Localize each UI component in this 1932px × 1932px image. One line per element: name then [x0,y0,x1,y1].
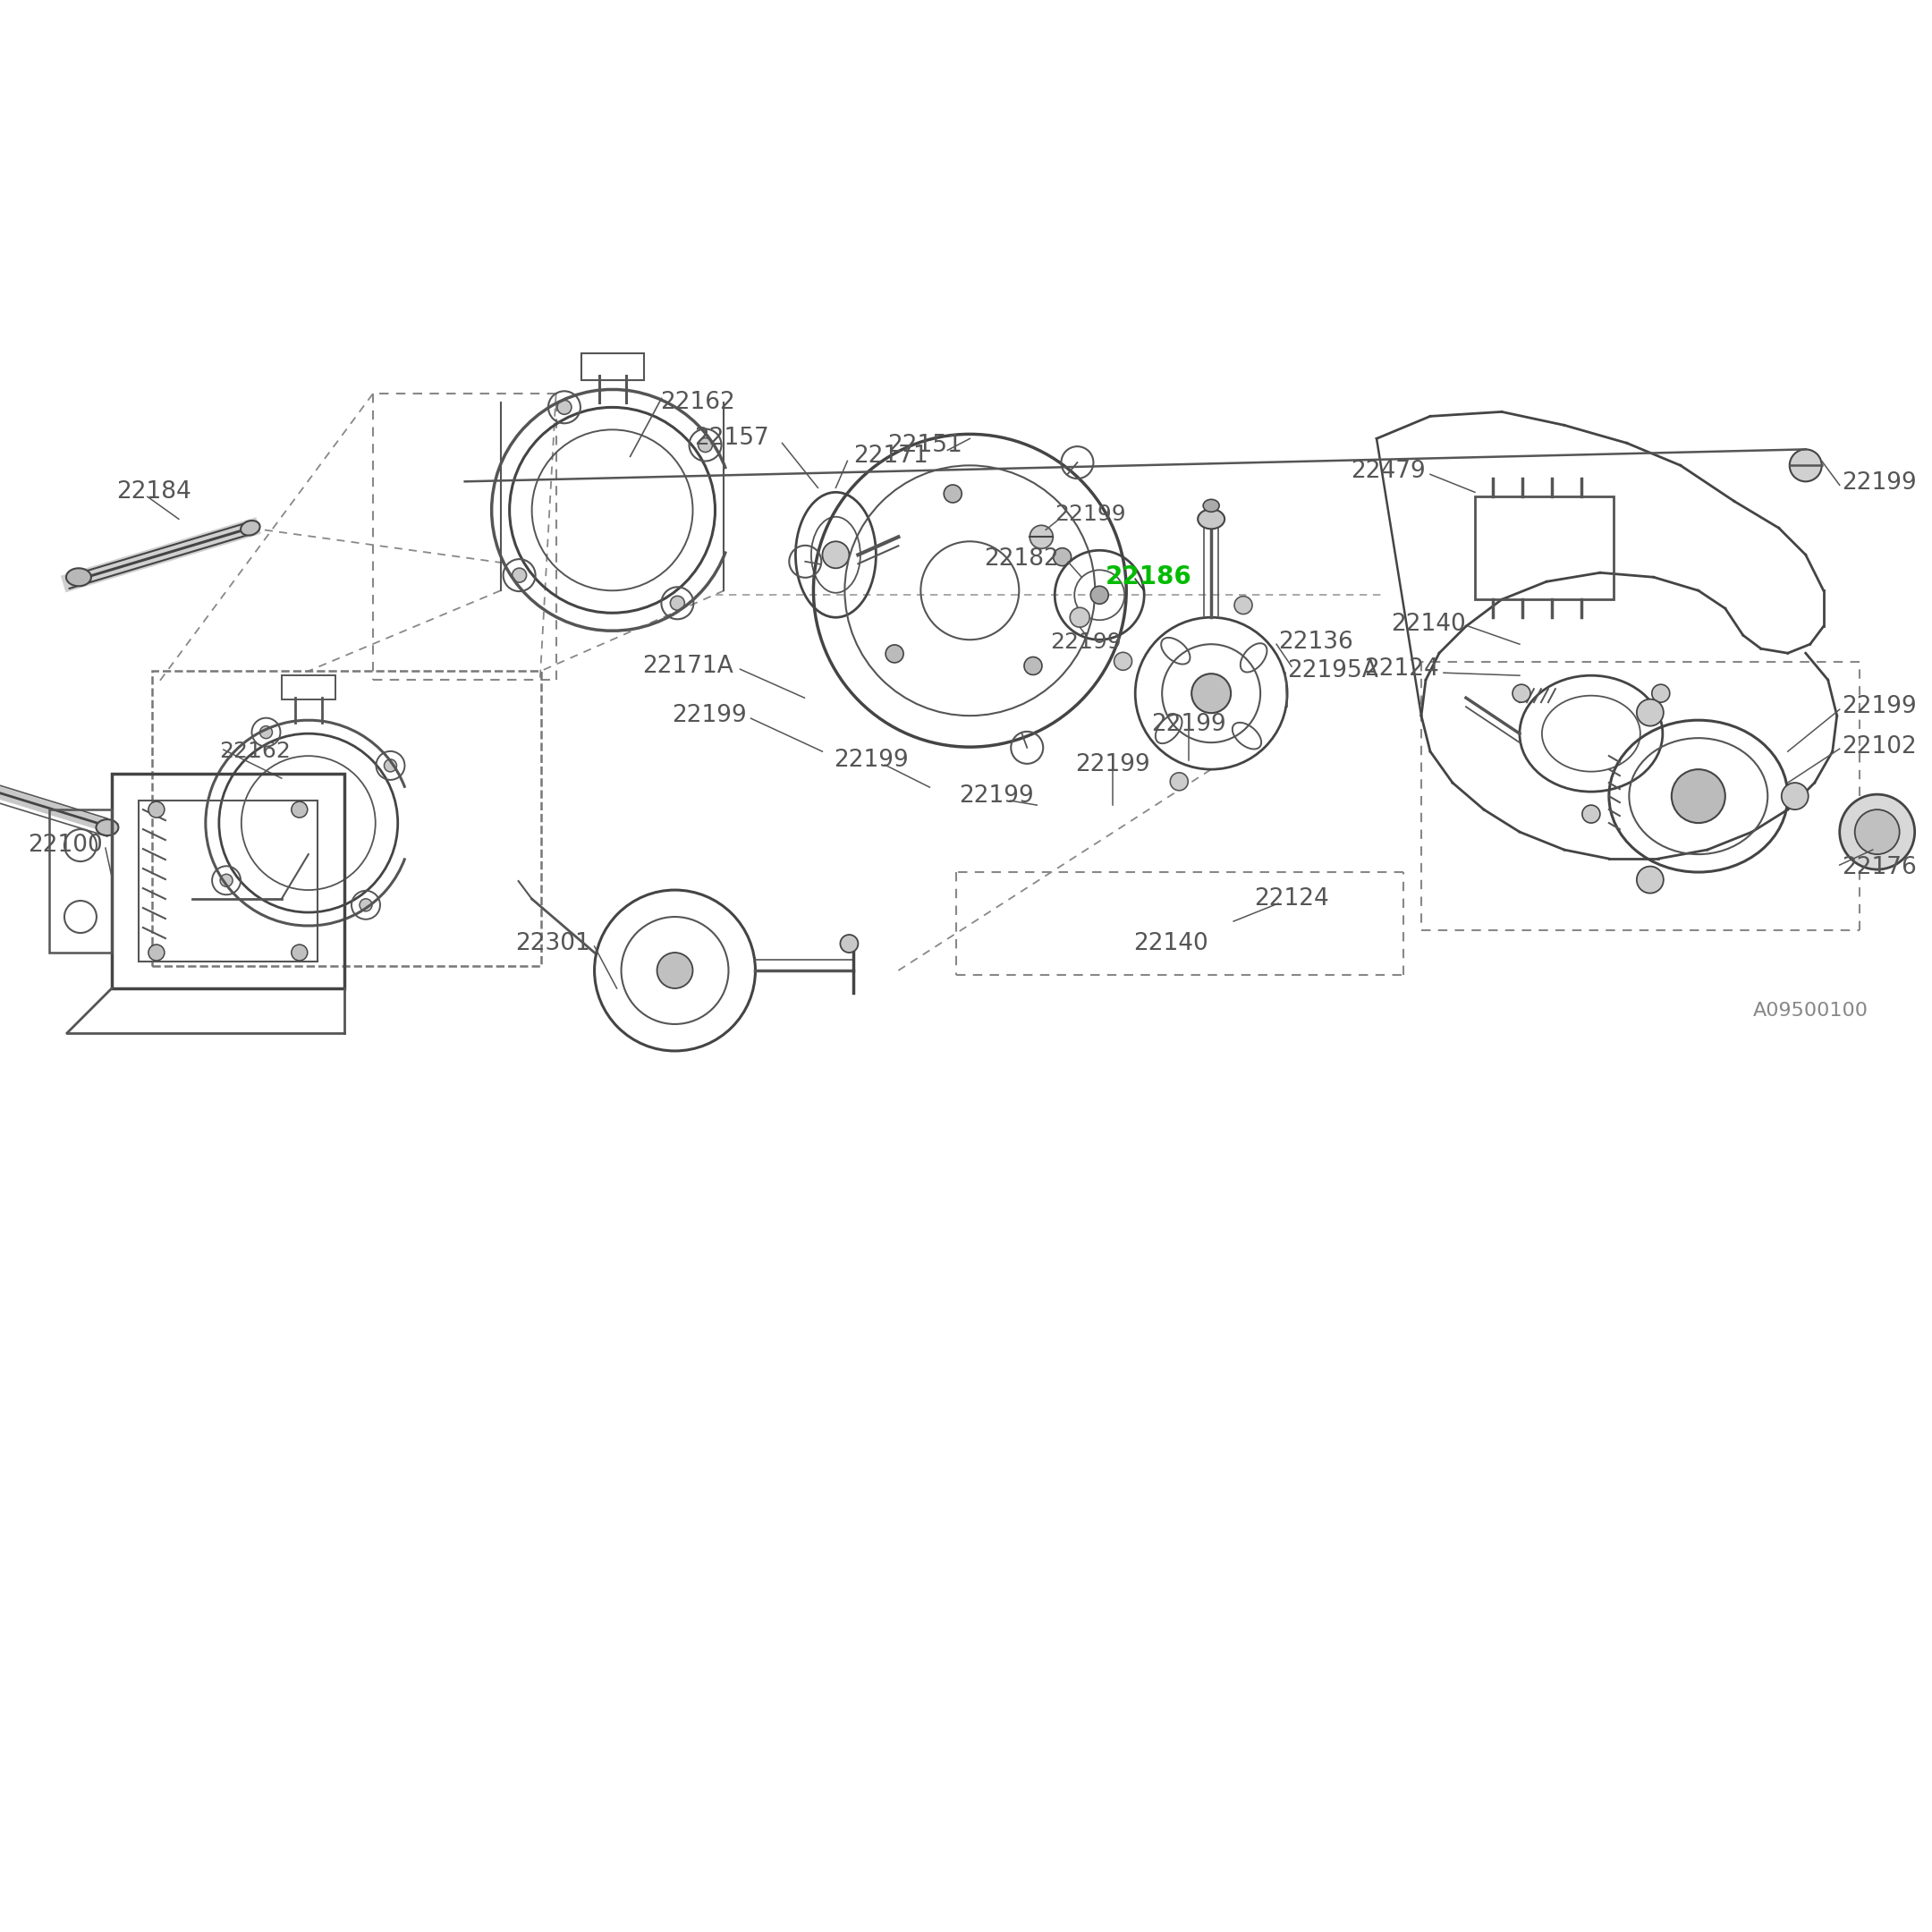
Circle shape [1636,699,1663,726]
Circle shape [359,898,373,912]
Text: 22199: 22199 [958,784,1034,808]
Text: 22102: 22102 [1841,736,1917,759]
Text: 22199: 22199 [672,703,746,726]
Text: 22182: 22182 [983,547,1059,572]
Circle shape [149,945,164,960]
Circle shape [1235,597,1252,614]
Circle shape [384,759,396,771]
Text: 22184: 22184 [116,481,191,504]
Circle shape [1636,866,1663,893]
Text: 22140: 22140 [1134,931,1208,954]
Bar [282,676,336,699]
Text: 22195A: 22195A [1287,659,1378,682]
Text: 22100: 22100 [27,835,102,858]
Text: 22199: 22199 [1076,753,1150,777]
Text: 22199: 22199 [835,750,908,773]
Ellipse shape [242,520,261,535]
Circle shape [149,802,164,817]
Circle shape [1513,684,1530,703]
Text: 22171: 22171 [854,444,929,468]
Text: 22162: 22162 [659,390,734,415]
Circle shape [885,645,904,663]
Circle shape [1839,794,1915,869]
Circle shape [945,485,962,502]
Bar [48,810,112,952]
Text: 22199: 22199 [1055,504,1126,526]
Circle shape [1030,526,1053,549]
Circle shape [697,439,713,452]
Text: 22124: 22124 [1364,657,1439,680]
Circle shape [292,802,307,817]
Circle shape [1070,607,1090,628]
Text: 22124: 22124 [1254,887,1329,910]
Bar [139,800,317,962]
Text: 22151: 22151 [887,435,962,458]
Circle shape [1855,810,1899,854]
Circle shape [1053,549,1070,566]
Circle shape [1671,769,1725,823]
Bar [112,775,344,989]
Text: 22199: 22199 [1051,632,1122,653]
Text: 22199: 22199 [1841,696,1917,719]
Circle shape [840,935,858,952]
Bar [1474,497,1613,599]
Circle shape [823,541,850,568]
Circle shape [1090,585,1109,605]
Bar [153,670,541,966]
Text: 22162: 22162 [218,740,290,763]
Text: 22479: 22479 [1350,460,1426,483]
Text: 22186: 22186 [1105,564,1192,589]
Text: 22171A: 22171A [641,655,732,678]
Text: 22136: 22136 [1279,630,1352,655]
Ellipse shape [1204,498,1219,512]
Ellipse shape [97,819,118,835]
Circle shape [1582,806,1600,823]
Circle shape [670,595,684,611]
Text: 22199: 22199 [1151,713,1227,736]
Circle shape [556,400,572,413]
Circle shape [259,726,272,738]
Text: A09500100: A09500100 [1752,1003,1868,1020]
Text: 22199: 22199 [1841,471,1917,495]
Circle shape [1115,653,1132,670]
Circle shape [657,952,694,989]
Text: 22140: 22140 [1391,612,1466,636]
Text: 22157: 22157 [694,427,769,450]
Ellipse shape [66,568,91,585]
Circle shape [1171,773,1188,790]
Ellipse shape [1198,510,1225,529]
Circle shape [1789,450,1822,481]
Circle shape [1652,684,1669,703]
Circle shape [1024,657,1041,674]
Text: 22301: 22301 [516,931,589,954]
Circle shape [292,945,307,960]
Circle shape [512,568,526,582]
Bar [582,354,643,381]
Text: 22176: 22176 [1841,856,1917,879]
Circle shape [1192,674,1231,713]
Circle shape [220,873,232,887]
Circle shape [1781,782,1808,810]
